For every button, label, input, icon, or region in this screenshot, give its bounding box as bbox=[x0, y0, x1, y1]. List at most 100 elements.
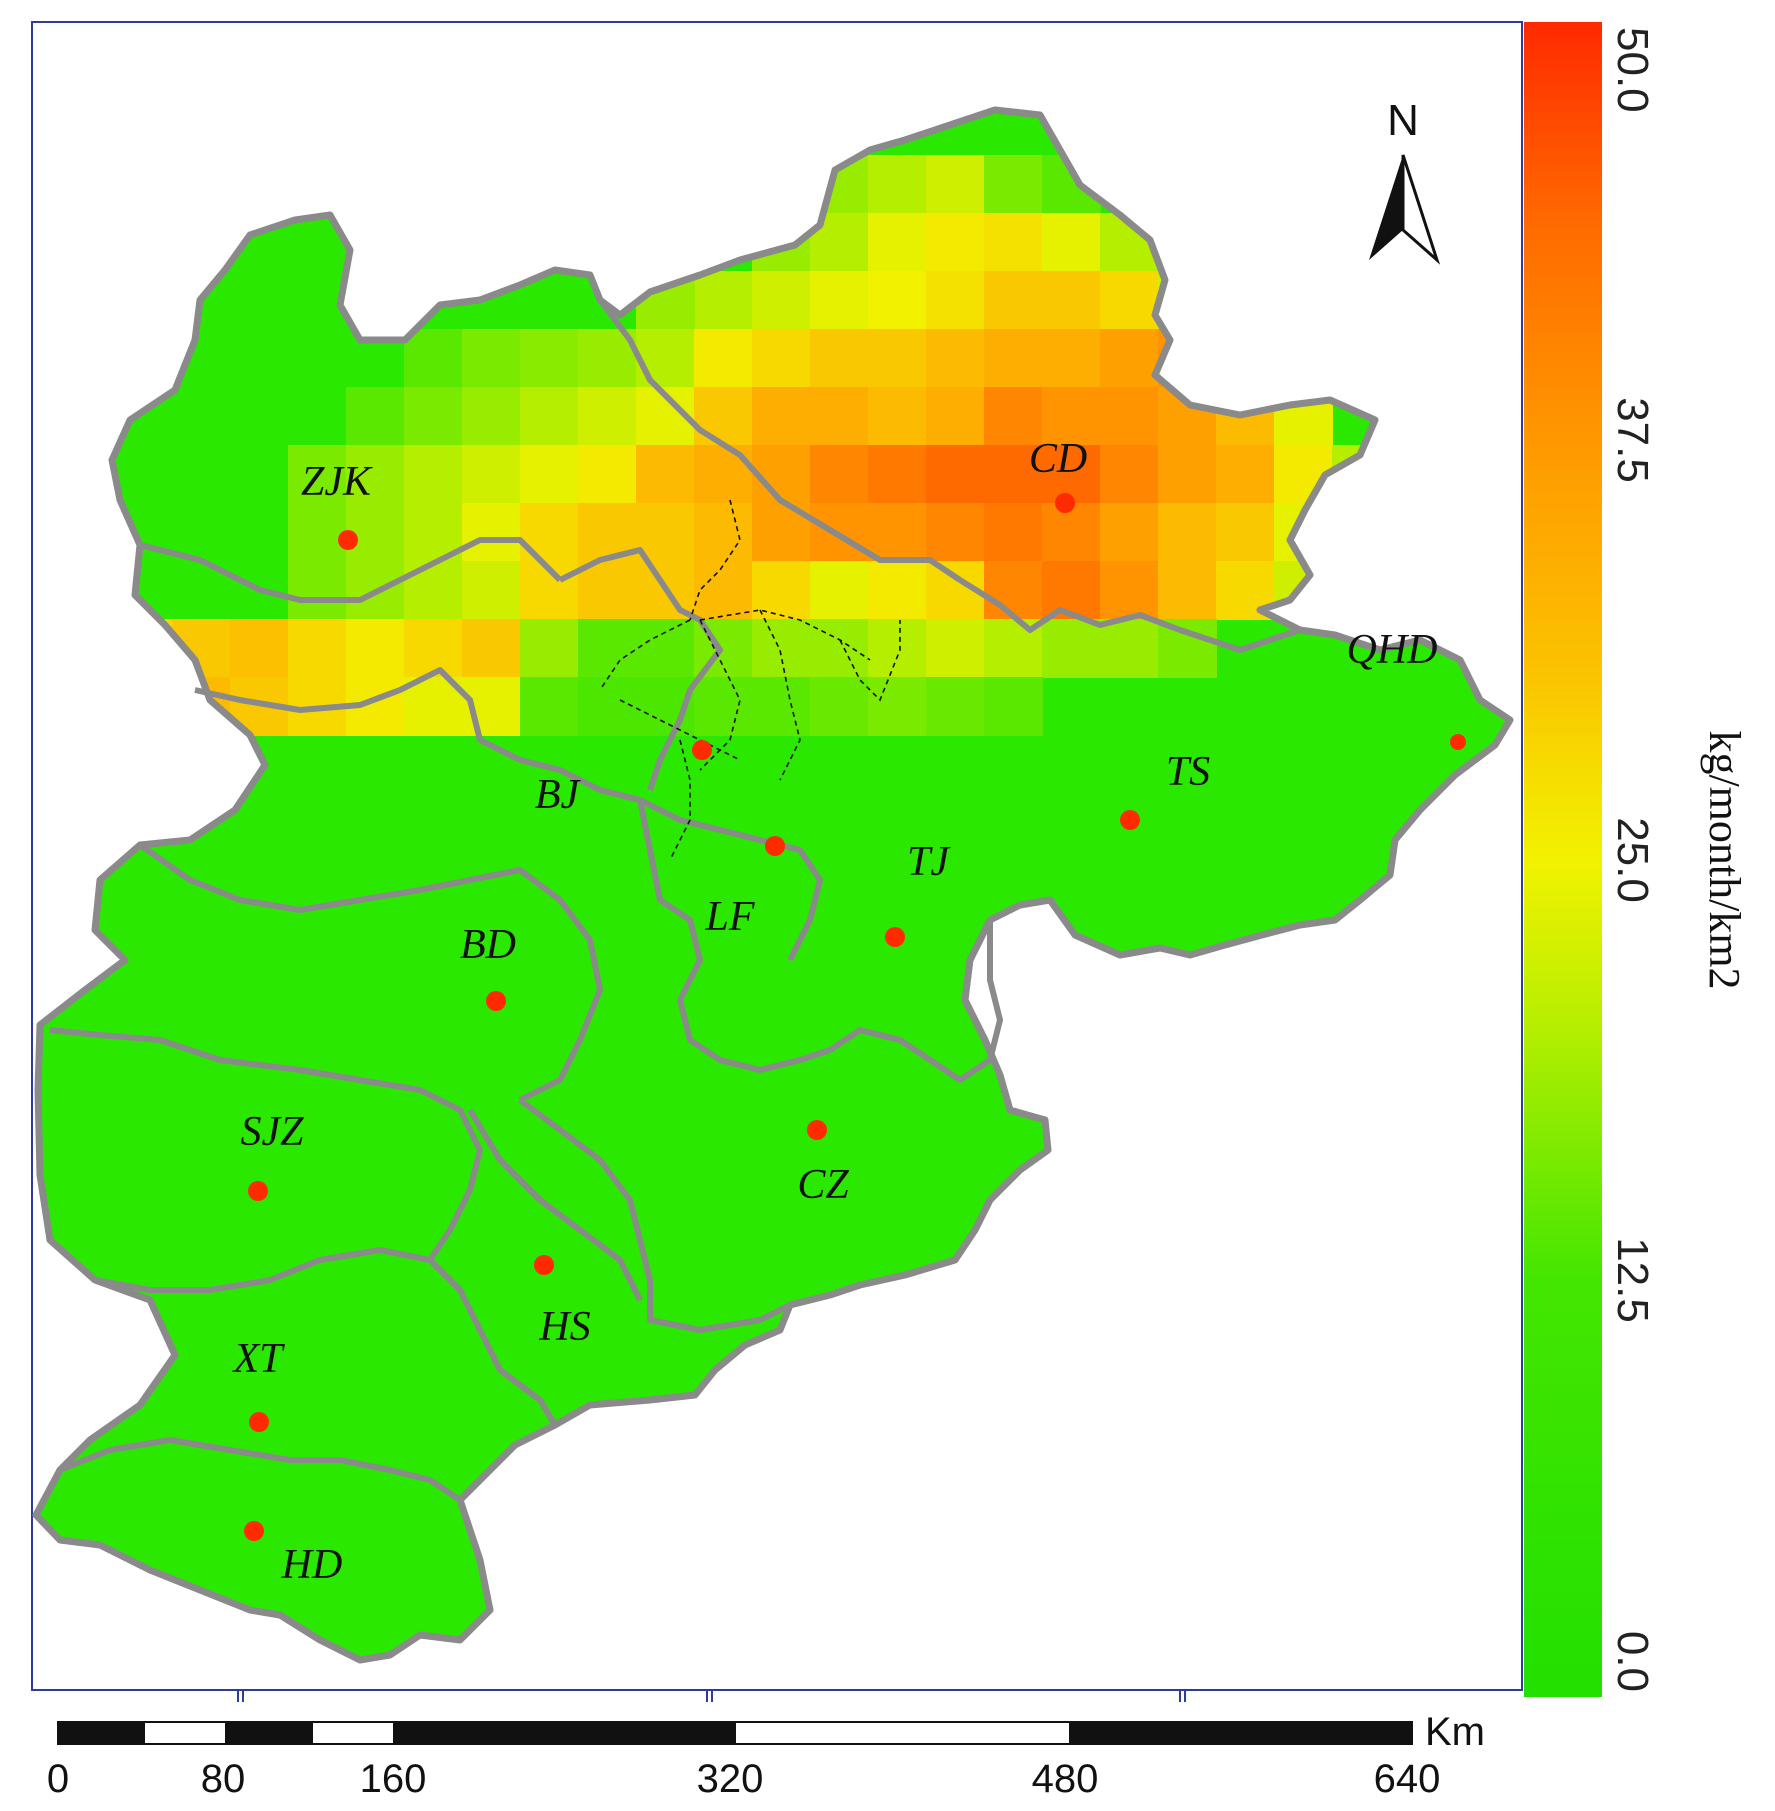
grid-cell bbox=[868, 329, 927, 388]
grid-cell bbox=[346, 619, 405, 678]
grid-cell bbox=[984, 329, 1043, 388]
prefecture-border bbox=[194, 667, 641, 803]
grid-cell bbox=[288, 445, 347, 504]
city-qhd: QHD bbox=[1347, 627, 1438, 673]
north-arrow-icon bbox=[1369, 155, 1403, 260]
prefecture-border bbox=[58, 1437, 462, 1503]
grid-cell bbox=[752, 445, 811, 504]
city-cz: CZ bbox=[797, 1120, 849, 1208]
grid-cell bbox=[694, 503, 753, 562]
scale-segment bbox=[225, 1721, 313, 1745]
legend-colorbar bbox=[1524, 22, 1602, 1697]
city-cd: CD bbox=[1029, 436, 1087, 513]
grid-cell bbox=[694, 329, 753, 388]
grid-cell bbox=[926, 445, 985, 504]
grid-cell bbox=[578, 387, 637, 446]
grid-cell bbox=[868, 619, 927, 678]
grid-cell bbox=[1042, 329, 1101, 388]
grid-cell bbox=[926, 213, 985, 272]
grid-cell bbox=[462, 445, 521, 504]
grid-cell bbox=[868, 271, 927, 330]
grid-cell bbox=[694, 677, 753, 736]
prefecture-border bbox=[138, 842, 603, 1103]
grid-cell bbox=[868, 213, 927, 272]
grid-cell bbox=[1042, 561, 1101, 620]
grid-cell bbox=[694, 561, 753, 620]
grid-cell bbox=[520, 445, 579, 504]
city-marker bbox=[338, 530, 358, 550]
grid-cell bbox=[1158, 561, 1217, 620]
grid-cell bbox=[1100, 561, 1159, 620]
prefecture-border bbox=[958, 577, 1301, 653]
grid-cell bbox=[694, 271, 753, 330]
city-label: HS bbox=[538, 1304, 590, 1350]
grid-cell bbox=[868, 561, 927, 620]
grid-cell bbox=[1216, 445, 1275, 504]
grid-cell bbox=[752, 619, 811, 678]
grid-cell bbox=[926, 677, 985, 736]
prefecture-borders bbox=[49, 298, 1301, 1503]
grid-cell bbox=[868, 387, 927, 446]
city-hs: HS bbox=[534, 1255, 591, 1350]
grid-cell bbox=[868, 677, 927, 736]
scale-tick-label: 160 bbox=[360, 1757, 427, 1801]
city-label: CD bbox=[1029, 436, 1087, 482]
grid-cell bbox=[578, 677, 637, 736]
grid-cell bbox=[984, 503, 1043, 562]
north-arrow-label: N bbox=[1387, 96, 1419, 145]
city-label: ZJK bbox=[301, 459, 373, 505]
scale-tick-label: 480 bbox=[1032, 1757, 1099, 1801]
grid-cell bbox=[404, 619, 463, 678]
district-border bbox=[619, 699, 741, 761]
grid-cell bbox=[984, 155, 1043, 214]
grid-cell bbox=[578, 619, 637, 678]
grid-cell bbox=[752, 561, 811, 620]
legend-ticks: 50.0 37.5 25.0 12.5 0.0 bbox=[1608, 27, 1657, 1692]
city-marker bbox=[249, 1412, 269, 1432]
grid-cell bbox=[926, 155, 985, 214]
city-label: TS bbox=[1166, 749, 1210, 795]
grid-cell bbox=[346, 503, 405, 562]
grid-cell bbox=[810, 445, 869, 504]
grid-cell bbox=[1042, 503, 1101, 562]
grid-cell bbox=[636, 619, 695, 678]
city-bj: BJ bbox=[535, 740, 712, 818]
city-label: XT bbox=[231, 1336, 285, 1382]
grid-cell bbox=[462, 329, 521, 388]
grid-cell bbox=[752, 271, 811, 330]
scale-tick-label: 640 bbox=[1374, 1757, 1441, 1801]
grid-cell bbox=[984, 561, 1043, 620]
district-border bbox=[699, 609, 871, 661]
grid-cell bbox=[810, 329, 869, 388]
prefecture-border bbox=[637, 799, 831, 1073]
grid-cell bbox=[810, 387, 869, 446]
grid-cell bbox=[984, 387, 1043, 446]
grid-cell bbox=[868, 445, 927, 504]
grid-cell bbox=[404, 387, 463, 446]
prefecture-border bbox=[139, 537, 563, 603]
grid-cell bbox=[1216, 503, 1275, 562]
legend-tick-label: 0.0 bbox=[1608, 1631, 1657, 1692]
legend-tick-label: 25.0 bbox=[1608, 817, 1657, 903]
grid-cell bbox=[1158, 503, 1217, 562]
grid-cell bbox=[810, 561, 869, 620]
grid-cell bbox=[1158, 619, 1217, 678]
grid-cell bbox=[404, 561, 463, 620]
scale-segment bbox=[734, 1721, 1071, 1745]
scale-tick-label: 0 bbox=[47, 1757, 69, 1801]
color-legend: 50.0 37.5 25.0 12.5 0.0 kg/month/km2 bbox=[1524, 22, 1749, 1697]
grid-cell bbox=[984, 213, 1043, 272]
city-label: BJ bbox=[535, 772, 582, 818]
district-border bbox=[599, 619, 691, 691]
grid-cell bbox=[462, 503, 521, 562]
grid-cell bbox=[1100, 387, 1159, 446]
scale-tick-label: 80 bbox=[201, 1757, 246, 1801]
city-label: LF bbox=[704, 894, 754, 940]
grid-cell bbox=[636, 503, 695, 562]
district-border bbox=[689, 499, 741, 621]
grid-cell bbox=[1100, 619, 1159, 678]
legend-tick-label: 12.5 bbox=[1608, 1237, 1657, 1323]
city-zjk: ZJK bbox=[301, 459, 373, 550]
